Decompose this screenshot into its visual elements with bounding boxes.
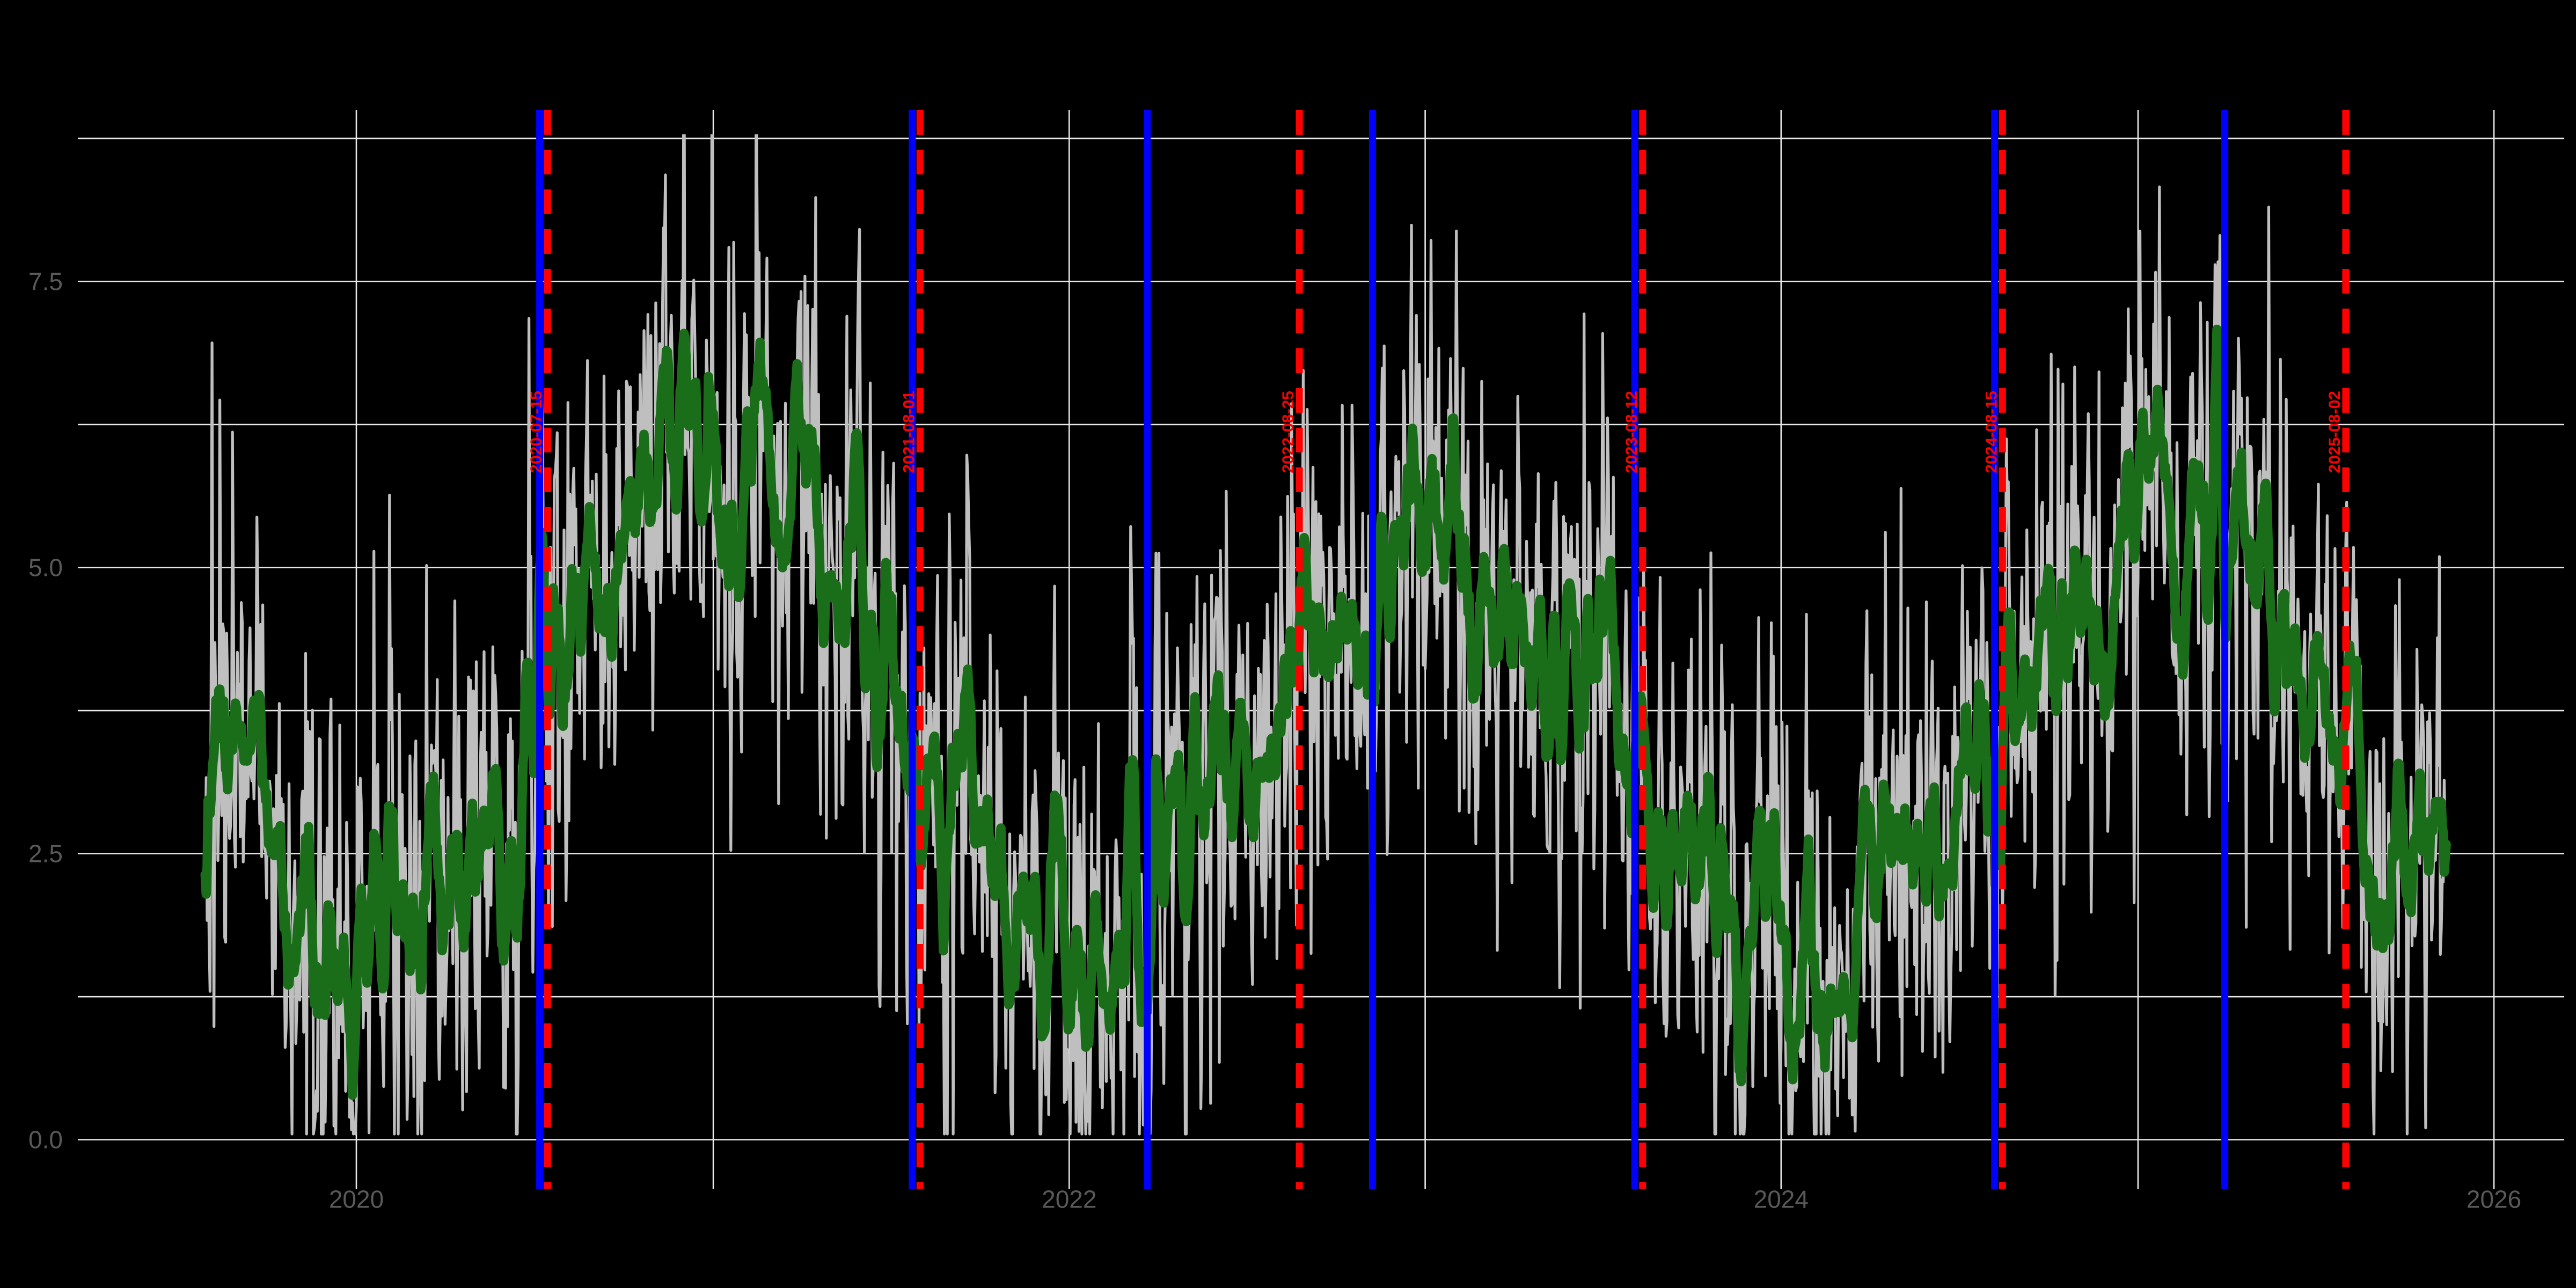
svg-text:5.0: 5.0 (28, 554, 63, 582)
svg-text:2023-08-12: 2023-08-12 (1623, 391, 1641, 473)
svg-text:2026: 2026 (2467, 1185, 2521, 1213)
svg-text:2021-08-01: 2021-08-01 (900, 391, 918, 473)
svg-text:0.0: 0.0 (28, 1126, 63, 1154)
svg-text:2024: 2024 (1754, 1185, 1809, 1213)
svg-text:2020-07-15: 2020-07-15 (528, 391, 545, 473)
svg-text:7.5: 7.5 (28, 268, 63, 296)
svg-text:2.5: 2.5 (28, 840, 63, 868)
svg-text:2025-08-02: 2025-08-02 (2326, 391, 2344, 473)
svg-text:2022-08-25: 2022-08-25 (1279, 391, 1297, 473)
svg-text:2022: 2022 (1042, 1185, 1096, 1213)
svg-text:2024-08-15: 2024-08-15 (1982, 391, 2000, 473)
svg-text:2020: 2020 (329, 1185, 384, 1213)
